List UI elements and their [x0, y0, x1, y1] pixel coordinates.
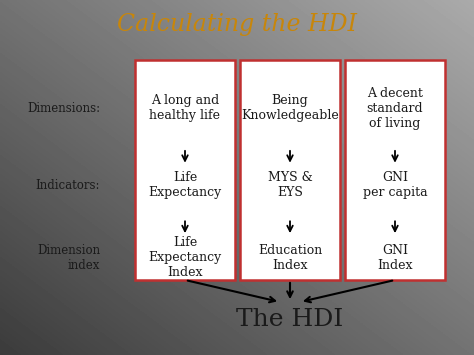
Text: Being
Knowledgeable: Being Knowledgeable — [241, 94, 339, 122]
Text: Education
Index: Education Index — [258, 244, 322, 272]
Text: Indicators:: Indicators: — [36, 179, 100, 192]
Text: GNI
per capita: GNI per capita — [363, 171, 428, 200]
Bar — [135, 60, 235, 280]
Text: Life
Expectancy
Index: Life Expectancy Index — [148, 236, 222, 279]
Text: The HDI: The HDI — [237, 308, 344, 332]
Bar — [345, 60, 445, 280]
Text: GNI
Index: GNI Index — [377, 244, 413, 272]
Text: Dimension
index: Dimension index — [37, 244, 100, 272]
Text: Life
Expectancy: Life Expectancy — [148, 171, 222, 200]
Bar — [240, 60, 340, 280]
Text: MYS &
EYS: MYS & EYS — [268, 171, 312, 200]
Text: Dimensions:: Dimensions: — [27, 102, 100, 115]
Text: A long and
healthy life: A long and healthy life — [149, 94, 220, 122]
Text: Calculating the HDI: Calculating the HDI — [117, 13, 357, 37]
Text: A decent
standard
of living: A decent standard of living — [367, 87, 423, 130]
